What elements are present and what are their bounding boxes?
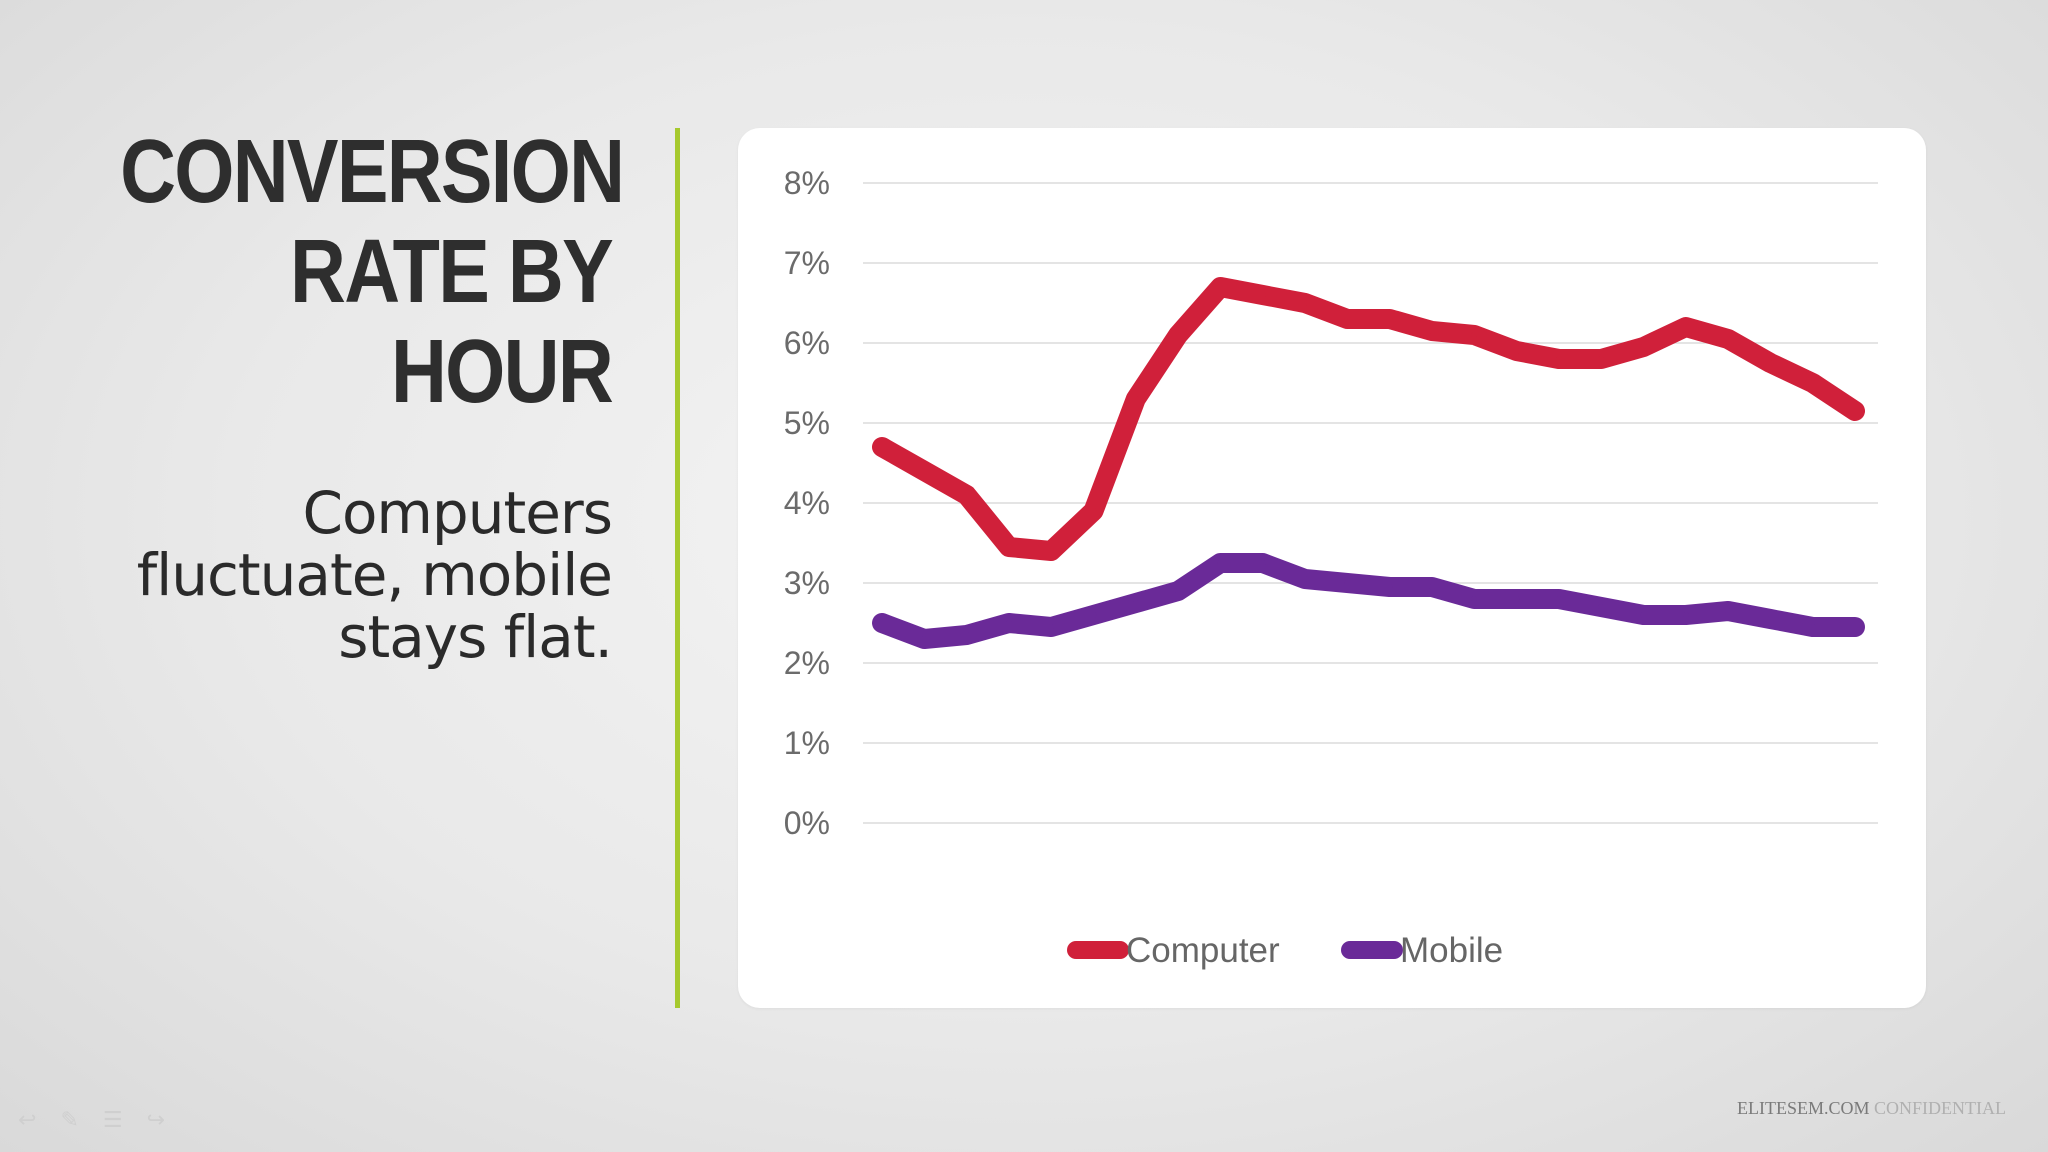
data-point-mobile [1428, 584, 1435, 590]
data-point-mobile [921, 636, 928, 642]
data-point-mobile [1682, 612, 1689, 618]
slide-nav-controls: ↩ ✎ ☰ ↪ [18, 1108, 165, 1134]
data-point-mobile [1048, 624, 1055, 630]
data-point-mobile [1344, 580, 1351, 586]
data-point-mobile [879, 620, 885, 626]
menu-icon[interactable]: ☰ [102, 1108, 123, 1133]
data-point-mobile [1725, 608, 1732, 614]
data-point-computer [1471, 332, 1478, 338]
data-point-computer [1090, 508, 1097, 514]
slide-subtitle-line-1: Computers [302, 479, 613, 547]
footer-confidential: ELITESEM.COM CONFIDENTIAL [1737, 1098, 2006, 1119]
legend-label-mobile: Mobile [1400, 931, 1503, 970]
data-point-mobile [1598, 604, 1605, 610]
footer-brand: ELITESEM.COM [1737, 1098, 1870, 1118]
y-tick-label: 0% [784, 805, 830, 841]
data-point-mobile [1767, 616, 1774, 622]
y-tick-label: 8% [784, 165, 830, 201]
slide-subtitle-line-3: stays flat. [338, 603, 613, 671]
series-line-computer [872, 277, 1865, 561]
y-tick-label: 3% [784, 565, 830, 601]
data-point-computer [1725, 336, 1732, 342]
y-tick-label: 6% [784, 325, 830, 361]
data-point-mobile [1809, 624, 1816, 630]
y-tick-label: 5% [784, 405, 830, 441]
data-point-mobile [1090, 612, 1097, 618]
data-point-computer [1767, 360, 1774, 366]
y-tick-label: 1% [784, 725, 830, 761]
data-point-computer [1344, 316, 1351, 322]
footer-note: CONFIDENTIAL [1874, 1098, 2006, 1118]
slide-title-line-2: RATE BY [290, 222, 614, 322]
data-point-mobile [1640, 612, 1647, 618]
data-point-mobile [1386, 584, 1393, 590]
data-point-mobile [1175, 588, 1182, 594]
data-point-mobile [963, 632, 970, 638]
chart-card: 0% 1% 2% 3% 4% 5% 6% 7% 8% Computer Mobile [738, 128, 1926, 1008]
data-point-computer [1555, 356, 1562, 362]
data-point-computer [1302, 300, 1309, 306]
data-point-computer [1513, 348, 1520, 354]
data-point-computer [1428, 328, 1435, 334]
data-point-computer [963, 492, 970, 498]
data-point-computer [1217, 284, 1224, 290]
slide-title-line-3: HOUR [390, 322, 614, 422]
forward-arrow-icon[interactable]: ↪ [146, 1108, 166, 1133]
data-point-computer [1048, 548, 1055, 554]
slide-title-line-1: CONVERSION [120, 122, 625, 222]
data-point-computer [1132, 396, 1139, 402]
data-point-computer [1852, 408, 1858, 414]
data-point-computer [1386, 316, 1393, 322]
slide-subtitle-line-2: fluctuate, mobile [136, 541, 613, 609]
slide-subtitle: Computers fluctuate, mobile stays flat. [40, 479, 613, 671]
data-point-mobile [1132, 600, 1139, 606]
data-point-mobile [1217, 560, 1224, 566]
data-point-computer [1809, 380, 1816, 386]
y-tick-label: 2% [784, 645, 830, 681]
accent-divider [675, 128, 680, 1008]
pen-icon[interactable]: ✎ [60, 1108, 79, 1133]
data-point-mobile [1302, 576, 1309, 582]
legend-label-computer: Computer [1126, 931, 1280, 970]
data-point-mobile [1555, 596, 1562, 602]
y-tick-label: 7% [784, 245, 830, 281]
data-point-mobile [1513, 596, 1520, 602]
y-tick-label: 4% [784, 485, 830, 521]
data-point-computer [1175, 332, 1182, 338]
series-line-mobile [872, 553, 1865, 649]
back-arrow-icon[interactable]: ↩ [18, 1108, 37, 1133]
data-point-mobile [1852, 624, 1858, 630]
data-point-computer [1640, 344, 1647, 350]
slide-title: CONVERSION RATE BY HOUR [120, 122, 625, 422]
line-chart: 0% 1% 2% 3% 4% 5% 6% 7% 8% Computer Mobile [784, 165, 1878, 970]
data-point-mobile [1259, 560, 1266, 566]
data-point-computer [1005, 544, 1012, 550]
data-point-computer [1598, 356, 1605, 362]
data-point-computer [1682, 324, 1689, 330]
data-point-computer [1259, 292, 1266, 298]
data-point-mobile [1471, 596, 1478, 602]
data-point-computer [921, 468, 928, 474]
data-point-computer [879, 444, 885, 450]
data-point-mobile [1005, 620, 1012, 626]
